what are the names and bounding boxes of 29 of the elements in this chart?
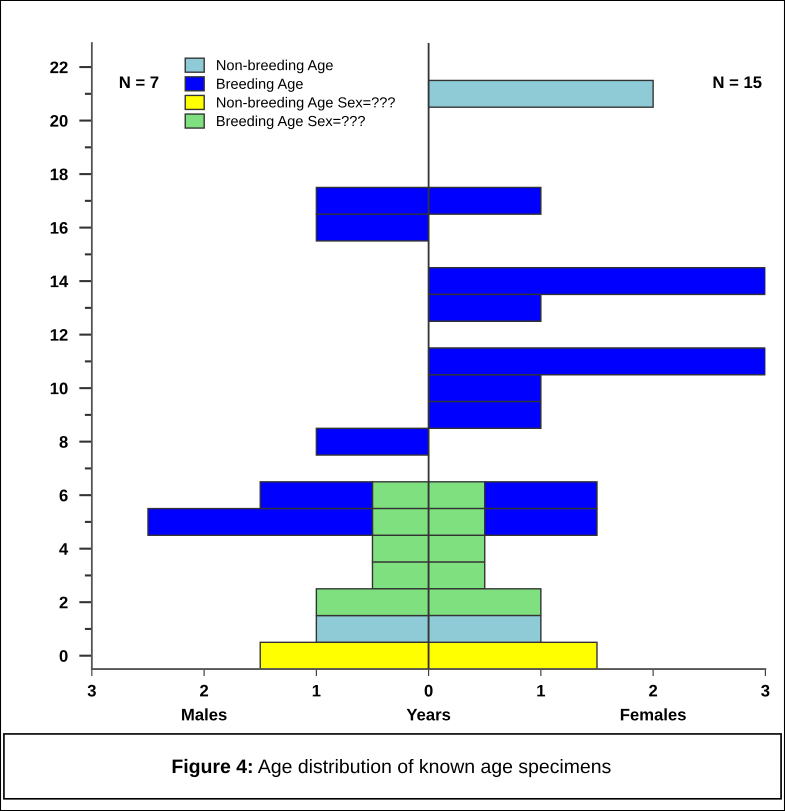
y-tick-label: 6 — [60, 490, 68, 502]
x-tick-label: 1 — [312, 684, 321, 696]
y-tick-label: 10 — [50, 382, 68, 394]
x-tick-label: 0 — [424, 684, 433, 697]
y-tick-label: 20 — [50, 114, 68, 127]
annotation: N = 7 — [120, 76, 158, 88]
y-tick-label: 12 — [50, 329, 68, 341]
legend-label: Non-breeding Age Sex=??? — [217, 96, 395, 110]
x-tick-label: 1 — [537, 684, 546, 696]
y-tick-label: 22 — [50, 61, 68, 74]
legend-label: Breeding Age Sex=??? — [217, 115, 365, 130]
x-tick-label: 2 — [649, 684, 658, 696]
legend-label: Non-breeding Age — [217, 60, 333, 74]
text: Females — [620, 708, 686, 721]
y-tick-label: 4 — [59, 543, 68, 555]
y-tick-label: 8 — [59, 436, 68, 448]
y-tick-label: 18 — [50, 168, 68, 180]
x-tick-label: 3 — [761, 684, 770, 697]
y-tick-label: 2 — [60, 596, 68, 608]
annotation: N = 15 — [714, 76, 762, 88]
legend-label: Breeding Age — [217, 78, 303, 92]
text: Figure 4: Age distribution of known age specimens — [172, 758, 611, 778]
text: Males — [182, 708, 227, 721]
x-tick-label: 2 — [200, 684, 208, 696]
x-axis-title: Years — [406, 708, 450, 721]
y-tick-label: 16 — [50, 222, 68, 234]
y-tick-label: 0 — [60, 650, 68, 662]
x-tick-label: 3 — [88, 684, 96, 697]
y-tick-label: 14 — [50, 276, 68, 288]
